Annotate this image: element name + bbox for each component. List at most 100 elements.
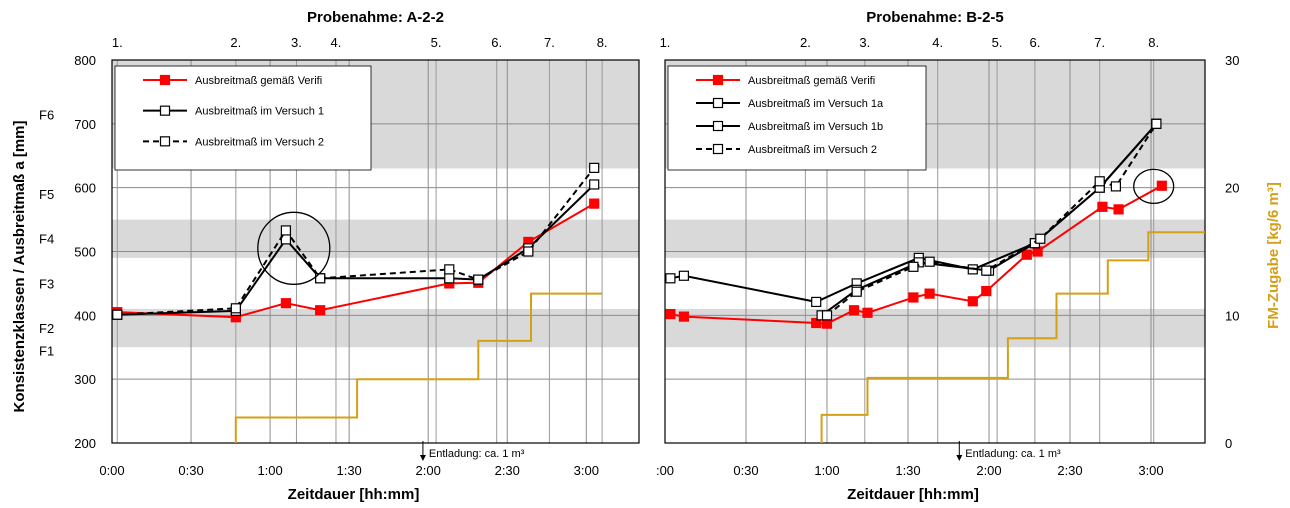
y-tick-label: 800	[74, 53, 96, 68]
sample-number-label: 5.	[431, 35, 442, 50]
sample-number-label: 1.	[112, 35, 123, 50]
sample-number-label: 5.	[992, 35, 1003, 50]
sample-number-label: 1.	[660, 35, 671, 50]
data-point	[1156, 180, 1167, 191]
legend: Ausbreitmaß gemäß Verifi Ausbreitmaß im V…	[114, 65, 372, 171]
data-point	[851, 286, 862, 297]
data-point	[589, 198, 600, 209]
legend-marker	[159, 74, 171, 86]
sample-number-label: 6.	[491, 35, 502, 50]
data-point	[821, 318, 833, 329]
legend-marker	[712, 120, 724, 132]
consistency-class-label: F6	[39, 107, 54, 122]
data-point	[848, 305, 860, 316]
plot-frame	[111, 59, 640, 444]
sample-number-label: 2.	[230, 35, 241, 50]
highlight-circle	[1133, 168, 1175, 205]
data-point	[678, 311, 690, 322]
x-tick-label: 1:30	[336, 463, 361, 478]
x-tick-label: 0:30	[733, 463, 758, 478]
data-point	[862, 307, 873, 318]
data-point	[1113, 204, 1124, 215]
legend-marker	[159, 136, 171, 147]
x-tick-label: 3:00	[574, 463, 599, 478]
legend-label: Ausbreitmaß im Versuch 1a	[748, 98, 884, 110]
x-tick-label: 0:30	[178, 463, 203, 478]
data-point	[908, 261, 919, 272]
data-point	[665, 273, 676, 284]
sample-number-label: 4.	[932, 35, 943, 50]
chart-panel-1: Ausbreitmaß gemäß Verifi Ausbreitmaß im V…	[11, 9, 640, 503]
sample-number-label: 8.	[597, 35, 608, 50]
y2-tick-label: 10	[1225, 308, 1239, 323]
y-tick-label: 300	[74, 372, 96, 387]
x-tick-label: 2:00	[416, 463, 441, 478]
series-line	[117, 167, 595, 316]
annotation-arrow-head	[956, 455, 963, 461]
data-point	[908, 292, 919, 303]
x-axis-title: Zeitdauer [hh:mm]	[847, 486, 979, 503]
chart-title: Probenahme: B-2-5	[866, 9, 1004, 26]
legend-label: Ausbreitmaß gemäß Verifi	[748, 75, 875, 87]
annotation-arrow-head	[419, 455, 426, 461]
data-point	[981, 265, 992, 276]
series-line	[117, 183, 595, 316]
x-tick-label: 2:30	[495, 463, 520, 478]
data-point	[967, 296, 978, 307]
legend-box	[667, 65, 927, 171]
sample-number-label: 3.	[859, 35, 870, 50]
data-point	[315, 273, 326, 284]
y-axis-title: Konsistenzklassen / Ausbreitmaß a [mm]	[11, 120, 28, 412]
legend-box	[114, 65, 372, 171]
x-tick-label: 3:00	[1138, 463, 1163, 478]
consistency-class-label: F5	[39, 187, 54, 202]
data-point	[1151, 118, 1162, 129]
sample-number-label: 8.	[1148, 35, 1159, 50]
data-point	[1035, 233, 1046, 244]
annotation-text: Entladung: ca. 1 m³	[965, 448, 1061, 460]
data-point	[1097, 201, 1108, 212]
legend-label: Ausbreitmaß im Versuch 1	[195, 106, 324, 118]
y-tick-label: 700	[74, 117, 96, 132]
x-tick-label: :00	[656, 463, 674, 478]
legend-marker	[159, 105, 171, 116]
x-axis-title: Zeitdauer [hh:mm]	[288, 486, 420, 503]
plot-frame	[664, 59, 1206, 444]
data-point	[444, 273, 455, 284]
sample-number-label: 2.	[800, 35, 811, 50]
data-point	[589, 162, 600, 173]
data-point	[1021, 249, 1032, 260]
y-tick-label: 400	[74, 308, 96, 323]
consistency-class-label: F3	[39, 276, 54, 291]
data-point	[280, 225, 292, 236]
data-point	[112, 309, 123, 320]
data-point	[523, 246, 534, 257]
consistency-class-label: F1	[39, 343, 54, 358]
y2-tick-label: 0	[1225, 436, 1232, 451]
legend-marker	[712, 97, 724, 109]
annotation-text: Entladung: ca. 1 m³	[429, 448, 525, 460]
legend-label: Ausbreitmaß im Versuch 1b	[748, 121, 883, 133]
data-point	[473, 274, 484, 285]
series-3	[112, 162, 600, 320]
highlight-circle	[257, 211, 331, 285]
chart-panel-2: Ausbreitmaß gemäß Verifi Ausbreitmaß im V…	[656, 9, 1282, 503]
data-point	[444, 264, 455, 275]
x-tick-label: 0:00	[99, 463, 124, 478]
x-tick-label: 2:00	[976, 463, 1001, 478]
data-point	[821, 310, 833, 321]
data-point	[315, 305, 326, 316]
fm-dosage-line	[234, 292, 603, 443]
data-point	[1110, 181, 1122, 192]
y2-tick-label: 30	[1225, 53, 1239, 68]
x-tick-label: 1:30	[895, 463, 920, 478]
consistency-class-label: F2	[39, 321, 54, 336]
x-tick-label: 1:00	[814, 463, 839, 478]
legend-label: Ausbreitmaß gemäß Verifi	[195, 75, 322, 87]
data-point	[678, 270, 690, 281]
y-tick-label: 200	[74, 436, 96, 451]
sample-number-label: 4.	[331, 35, 342, 50]
x-tick-label: 1:00	[257, 463, 282, 478]
data-point	[811, 317, 822, 329]
